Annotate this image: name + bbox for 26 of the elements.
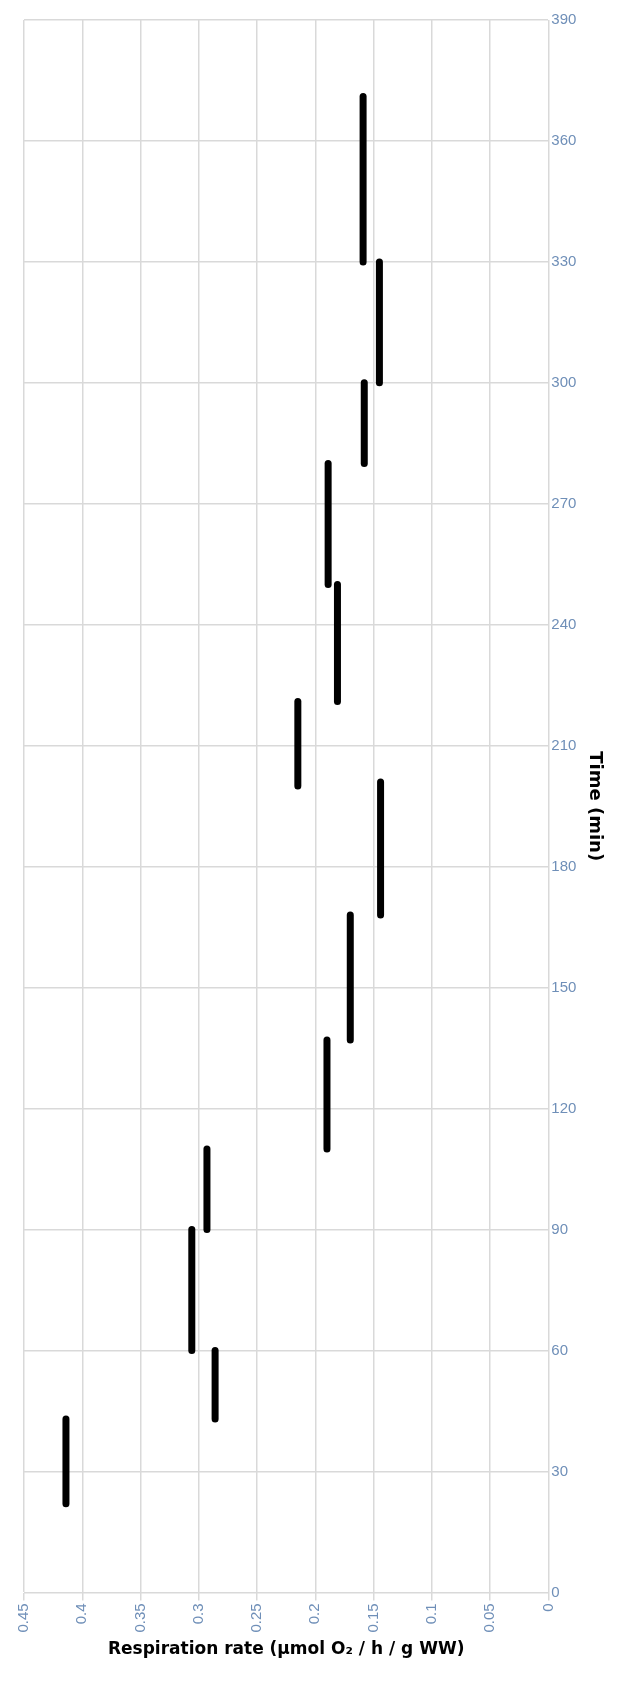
x-tick-label: 0.2 bbox=[305, 1603, 323, 1625]
y-tick-label: 210 bbox=[551, 735, 577, 753]
x-tick-label: 0.35 bbox=[130, 1603, 148, 1633]
x-tick-label: 0.4 bbox=[72, 1603, 90, 1625]
x-tick-label: 0.45 bbox=[14, 1603, 32, 1633]
y-tick-label: 360 bbox=[551, 131, 577, 149]
y-tick-label: 240 bbox=[551, 614, 577, 632]
x-axis-title: Respiration rate (μmol O₂ / h / g WW) bbox=[107, 1638, 465, 1659]
y-tick-label: 120 bbox=[551, 1098, 577, 1116]
y-tick-label: 60 bbox=[551, 1340, 569, 1358]
y-tick-label: 0 bbox=[551, 1582, 560, 1600]
y-tick-label: 330 bbox=[551, 252, 577, 270]
y-tick-label: 30 bbox=[551, 1461, 569, 1479]
y-tick-label: 270 bbox=[551, 493, 577, 511]
y-tick-label: 180 bbox=[551, 856, 577, 874]
x-tick-label: 0.15 bbox=[363, 1603, 381, 1633]
x-tick-label: 0.05 bbox=[480, 1603, 498, 1633]
y-tick-label: 150 bbox=[551, 977, 577, 995]
y-tick-label: 90 bbox=[551, 1219, 569, 1237]
y-axis-title: Time (min) bbox=[585, 751, 607, 862]
x-tick-label: 0.1 bbox=[421, 1603, 439, 1625]
x-tick-label: 0 bbox=[538, 1603, 556, 1612]
x-tick-label: 0.3 bbox=[188, 1603, 206, 1625]
x-tick-label: 0.25 bbox=[247, 1603, 265, 1633]
y-tick-label: 300 bbox=[551, 373, 577, 390]
y-tick-label: 390 bbox=[551, 10, 577, 28]
